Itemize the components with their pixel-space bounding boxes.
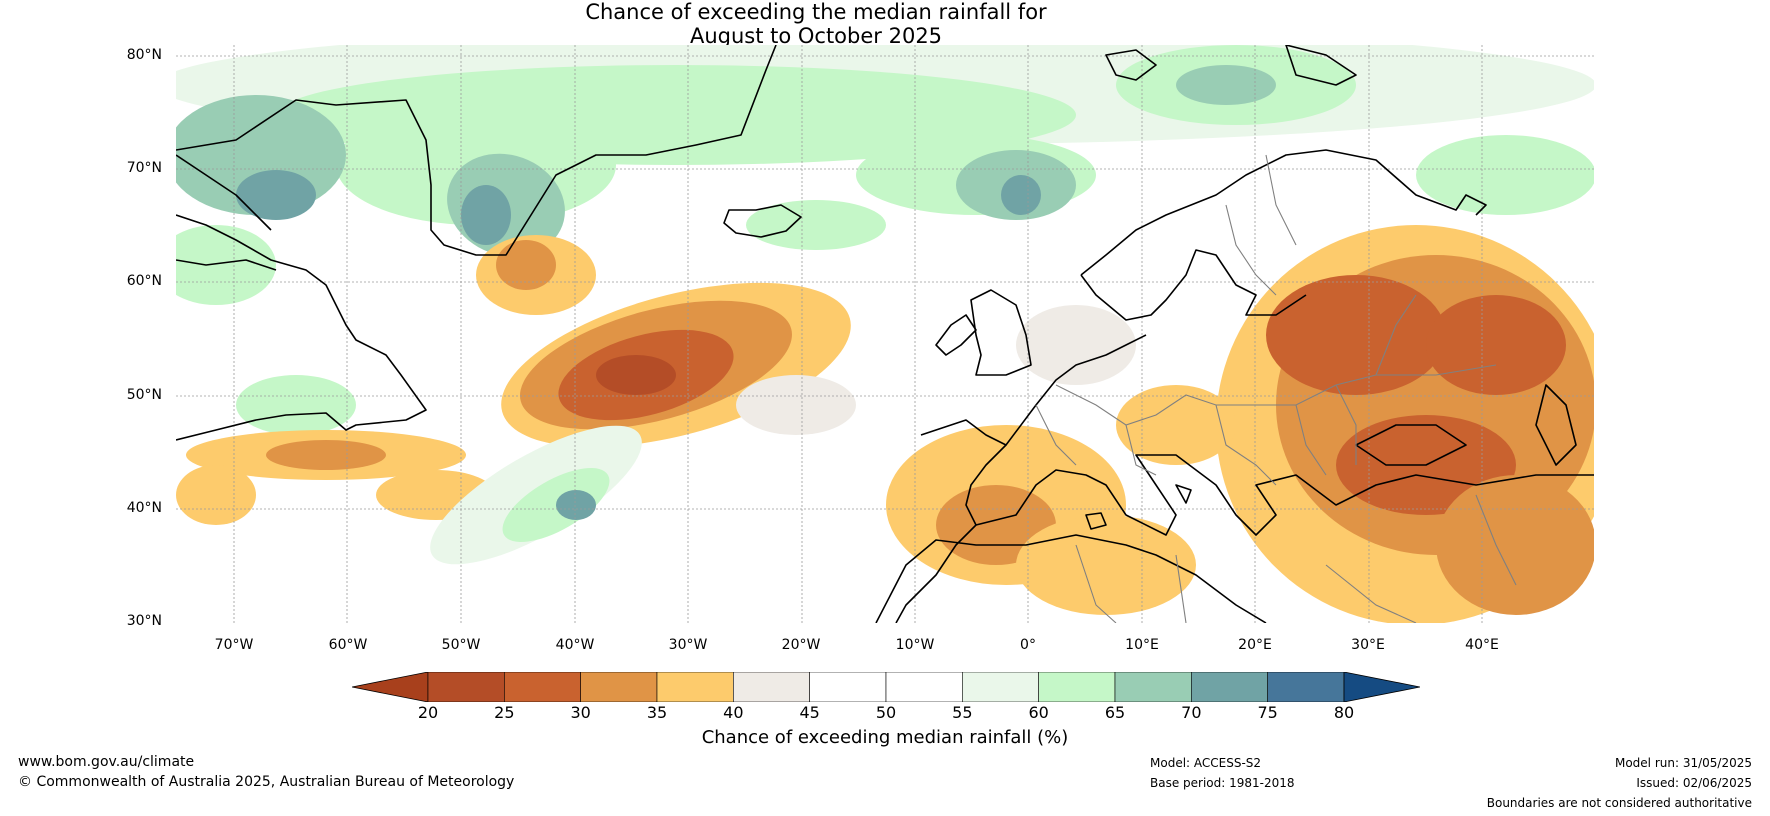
probability-contour [176, 465, 256, 525]
lon-label: 40°E [1465, 637, 1499, 653]
map-canvas [176, 45, 1594, 623]
probability-contour [1001, 175, 1041, 215]
probability-contour [556, 490, 596, 520]
lon-label: 60°W [328, 637, 368, 653]
colorbar-bin [962, 672, 1039, 702]
colorbar-bin [1038, 672, 1116, 702]
colorbar-bin [809, 672, 887, 702]
colorbar-tick-label: 45 [799, 703, 820, 722]
probability-contour [496, 240, 556, 290]
lon-label: 0° [1020, 637, 1036, 653]
colorbar [352, 672, 1420, 702]
probability-contour [746, 200, 886, 250]
lon-label: 70°W [214, 637, 254, 653]
colorbar-tick-label: 75 [1257, 703, 1278, 722]
graticule [176, 45, 1594, 623]
probability-contour [1266, 275, 1446, 395]
website-link[interactable]: www.bom.gov.au/climate [18, 754, 195, 770]
lat-label: 40°N [126, 500, 162, 516]
lon-label: 10°W [895, 637, 935, 653]
map-title: Chance of exceeding the median rainfall … [0, 0, 1770, 48]
colorbar-bin [656, 672, 734, 702]
colorbar-bin [885, 672, 963, 702]
colorbar-tick-label: 50 [875, 703, 897, 722]
probability-contour [1016, 305, 1136, 385]
lat-label: 80°N [126, 47, 162, 63]
colorbar-bin [733, 672, 810, 702]
country-borders [1035, 154, 1517, 623]
probability-contour [1016, 515, 1196, 615]
colorbar-bin [1114, 672, 1192, 702]
colorbar-tick-label: 40 [723, 703, 744, 722]
title-line-2: August to October 2025 [689, 24, 943, 48]
rainfall-map [176, 45, 1594, 623]
probability-contour [736, 375, 856, 435]
colorbar-tick-label: 70 [1181, 703, 1202, 722]
colorbar-tick-label: 35 [646, 703, 668, 722]
lon-label: 20°E [1238, 637, 1272, 653]
coastlines [176, 45, 1594, 623]
colorbar-extend-low [352, 672, 429, 702]
probability-contour [596, 355, 676, 395]
colorbar-tick-label: 60 [1028, 703, 1049, 722]
model-run-date: Model run: 31/05/2025 [1614, 756, 1752, 770]
colorbar-bin [1267, 672, 1345, 702]
probability-contour [266, 440, 386, 470]
colorbar-tick-label: 80 [1333, 703, 1355, 722]
probability-contour [1416, 135, 1594, 215]
colorbar-tick-label: 55 [952, 703, 973, 722]
colorbar-label: Chance of exceeding median rainfall (%) [701, 727, 1069, 748]
probability-contour [1116, 385, 1236, 465]
lon-label: 40°W [555, 637, 595, 653]
lat-label: 70°N [126, 160, 162, 176]
probability-contour [461, 185, 511, 245]
lon-label: 50°W [441, 637, 481, 653]
lon-label: 30°E [1351, 637, 1385, 653]
lon-label: 30°W [668, 637, 708, 653]
colorbar-bin [1191, 672, 1268, 702]
model-name: Model: ACCESS-S2 [1150, 756, 1262, 770]
lon-label: 20°W [781, 637, 821, 653]
colorbar-tick-label: 30 [570, 703, 591, 722]
colorbar-tick-label: 25 [494, 703, 515, 722]
probability-contour [236, 170, 316, 220]
issued-date: Issued: 02/06/2025 [1636, 776, 1752, 790]
colorbar-bin [580, 672, 658, 702]
base-period: Base period: 1981-2018 [1150, 776, 1295, 790]
probability-contour [1426, 295, 1566, 395]
probability-field [176, 45, 1594, 623]
probability-contour [1176, 65, 1276, 105]
probability-contour [1436, 475, 1594, 615]
lat-label: 30°N [126, 613, 162, 629]
colorbar-bin [427, 672, 505, 702]
lon-label: 10°E [1125, 637, 1159, 653]
colorbar-extend-high [1343, 672, 1420, 702]
probability-contour [236, 375, 356, 435]
colorbar-bin [504, 672, 581, 702]
lat-label: 60°N [126, 273, 162, 289]
colorbar-tick-label: 20 [417, 703, 439, 722]
boundaries-disclaimer: Boundaries are not considered authoritat… [1486, 796, 1752, 810]
colorbar-tick-label: 65 [1104, 703, 1126, 722]
lat-label: 50°N [126, 387, 162, 403]
copyright-text: © Commonwealth of Australia 2025, Austra… [18, 774, 515, 790]
title-line-1: Chance of exceeding the median rainfall … [585, 0, 1047, 24]
probability-contour [176, 225, 276, 305]
